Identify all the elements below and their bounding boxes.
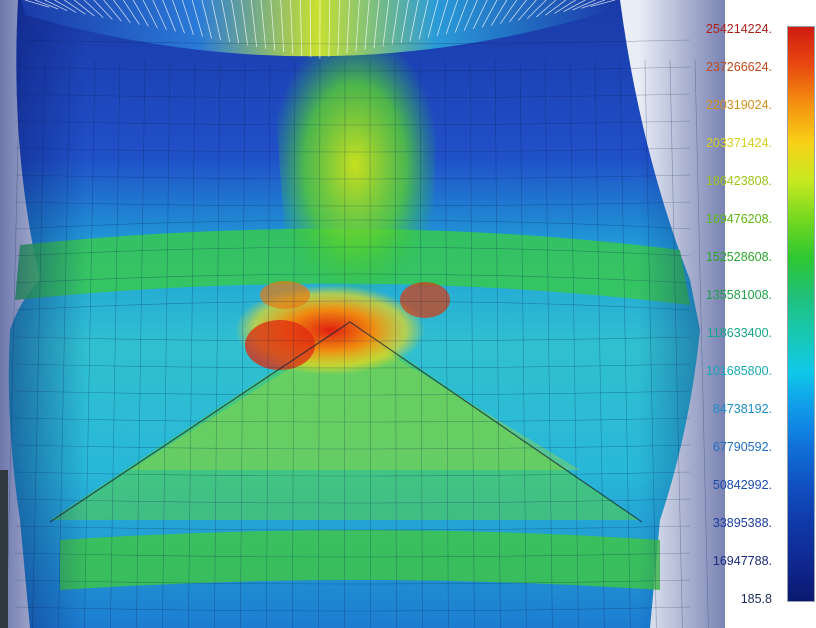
legend-value-label: 101685800. (705, 364, 772, 378)
legend-colorbar (787, 26, 815, 602)
legend-value-label: 186423808. (705, 174, 772, 188)
fem-stress-contour-plot (0, 0, 725, 628)
legend-value-label: 33895388. (712, 516, 772, 530)
legend-value-label: 152528608. (705, 250, 772, 264)
legend-value-label: 254214224. (705, 22, 772, 36)
stress-legend: 254214224. 237266624. 220319024. 203371424.… (706, 0, 816, 628)
legend-value-label: 67790592. (712, 440, 772, 454)
legend-value-label: 135581008. (705, 288, 772, 302)
top-cap (21, 0, 614, 57)
legend-value-label: 203371424. (705, 136, 772, 150)
legend-value-label: 16947788. (712, 554, 772, 568)
legend-value-label: 237266624. (705, 60, 772, 74)
legend-value-label: 118633400. (706, 326, 772, 340)
legend-value-label: 50842992. (712, 478, 772, 492)
legend-value-label: 169476208. (705, 212, 772, 226)
legend-value-label: 185.8 (740, 592, 772, 606)
legend-value-label: 220319024. (705, 98, 772, 112)
legend-value-label: 84738192. (712, 402, 772, 416)
fem-stress-plot-viewport (0, 0, 725, 628)
